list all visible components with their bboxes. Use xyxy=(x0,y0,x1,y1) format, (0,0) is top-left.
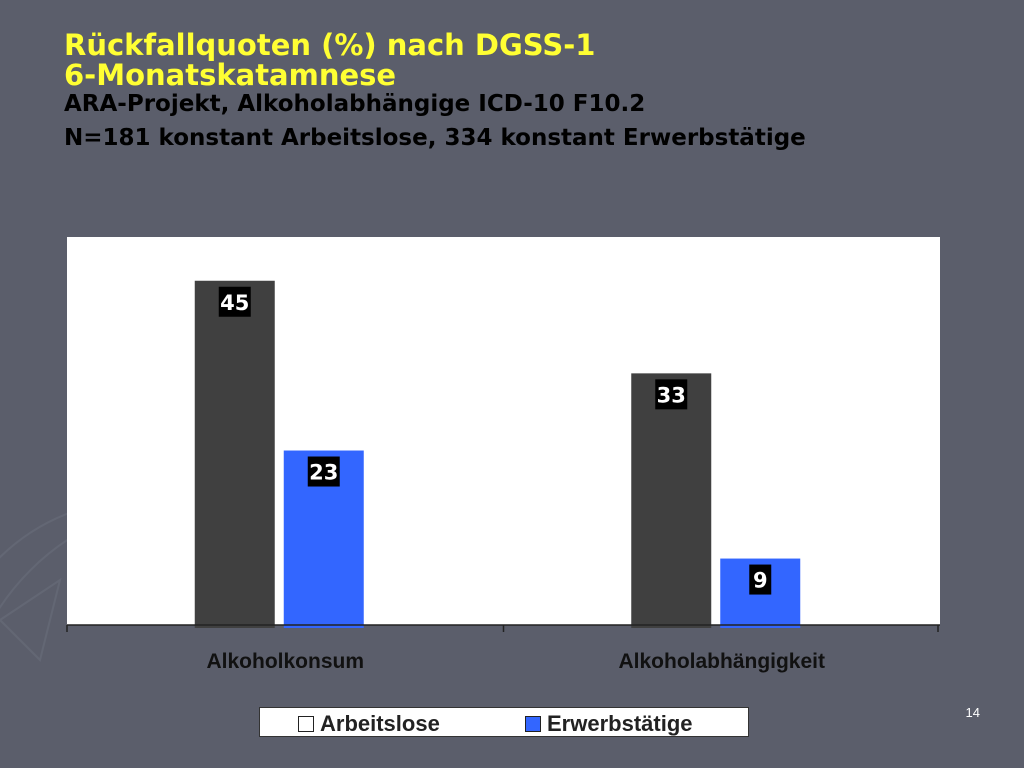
legend-item-erwerbstaetige: Erwerbstätige xyxy=(525,711,693,736)
legend-item-arbeitslose: Arbeitslose xyxy=(298,711,440,736)
slide-header: Rückfallquoten (%) nach DGSS-1 6-Monatsk… xyxy=(64,30,806,152)
legend-label-arbeitslose: Arbeitslose xyxy=(320,711,440,736)
page-number: 14 xyxy=(965,705,980,720)
slide-subtitle-line-1: ARA-Projekt, Alkoholabhängige ICD-10 F10… xyxy=(64,91,646,117)
chart-legend: Arbeitslose Erwerbstätige xyxy=(259,707,749,737)
data-label-bg-0-0 xyxy=(218,286,251,317)
slide-subtitle-line-2: N=181 konstant Arbeitslose, 334 konstant… xyxy=(64,125,806,151)
legend-label-erwerbstaetige: Erwerbstätige xyxy=(547,711,693,736)
legend-swatch-erwerbstaetige xyxy=(525,716,541,732)
data-label-1-0: 23 xyxy=(309,461,338,485)
data-label-1-1: 9 xyxy=(753,569,768,593)
data-label-0-0: 45 xyxy=(220,291,249,315)
legend-swatch-arbeitslose xyxy=(298,716,314,732)
bar-0-1 xyxy=(631,373,712,628)
slide-title-line-1: Rückfallquoten (%) nach DGSS-1 xyxy=(64,28,596,62)
slide-title-line-2: 6-Monatskatamnese xyxy=(64,58,397,92)
data-label-bg-0-1 xyxy=(655,379,688,410)
data-label-bg-1-0 xyxy=(307,456,340,487)
bar-0-0 xyxy=(194,280,275,628)
data-label-0-1: 33 xyxy=(657,383,686,407)
data-label-bg-1-1 xyxy=(749,564,772,595)
x-tick-label-0: Alkoholkonsum xyxy=(206,650,364,673)
x-tick-label-1: Alkoholabhängigkeit xyxy=(618,650,825,673)
